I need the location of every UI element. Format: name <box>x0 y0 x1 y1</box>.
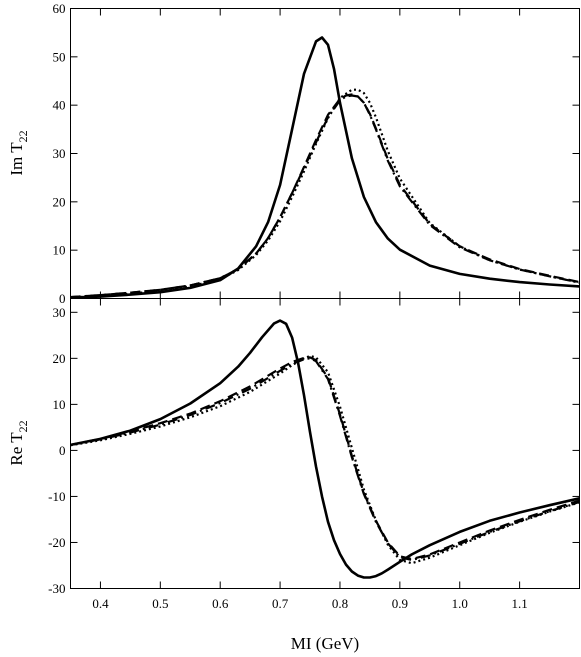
x-tick-label: 0.9 <box>392 596 408 611</box>
re-t22-y-tick-label: -20 <box>48 535 65 550</box>
re-t22-y-ticks: -30 -20 -10 0 10 20 30 <box>48 305 580 596</box>
re-t22-panel: -30 -20 -10 0 10 20 30 0.4 0.5 0.6 0.7 0.8 0.9 1.0 1.… <box>48 8 580 611</box>
re-t22-curve-dotted <box>70 354 580 565</box>
im-t22-y-ticks: 0 10 20 30 40 50 60 <box>53 1 580 306</box>
im-t22-y-tick-label: 60 <box>53 1 66 16</box>
re-t22-curves <box>70 319 580 579</box>
re-t22-y-tick-label: 10 <box>53 397 66 412</box>
im-t22-curve-dotted <box>70 88 580 299</box>
re-t22-y-tick-label: 30 <box>53 305 66 320</box>
im-t22-panel: 0 10 20 30 40 50 60 <box>53 1 580 306</box>
x-tick-label: 0.6 <box>212 596 229 611</box>
re-t22-y-tick-label: 0 <box>59 443 66 458</box>
im-t22-y-tick-label: 40 <box>53 98 66 113</box>
x-tick-label: 1.1 <box>511 596 527 611</box>
im-t22-y-tick-label: 30 <box>53 146 66 161</box>
im-t22-y-tick-label: 0 <box>59 291 66 306</box>
x-axis-label: MI (GeV) <box>291 634 359 653</box>
re-t22-y-tick-label: -30 <box>48 581 65 596</box>
re-t22-y-axis-label: Re T22 <box>7 420 30 465</box>
re-t22-plot-frame <box>70 298 580 589</box>
im-t22-y-tick-label: 20 <box>53 194 66 209</box>
im-t22-curve-solid <box>70 36 580 299</box>
re-t22-curve-dash-dot <box>70 357 580 562</box>
im-t22-y-tick-label: 50 <box>53 49 66 64</box>
x-tick-label: 0.7 <box>272 596 289 611</box>
im-t22-y-tick-label: 10 <box>53 243 66 258</box>
x-tick-label: 0.4 <box>92 596 109 611</box>
x-tick-label: 0.5 <box>152 596 168 611</box>
im-t22-curves <box>70 36 580 299</box>
im-t22-y-axis-label: Im T22 <box>7 130 30 175</box>
re-t22-y-tick-label: -10 <box>48 489 65 504</box>
x-axis-ticks: 0.4 0.5 0.6 0.7 0.8 0.9 1.0 1.1 <box>92 8 528 611</box>
x-tick-label: 1.0 <box>452 596 468 611</box>
re-t22-curve-solid <box>70 319 580 579</box>
x-tick-label: 0.8 <box>332 596 348 611</box>
im-t22-plot-frame <box>70 8 580 299</box>
re-t22-curve-dashed <box>70 356 580 561</box>
re-t22-y-tick-label: 20 <box>53 351 66 366</box>
